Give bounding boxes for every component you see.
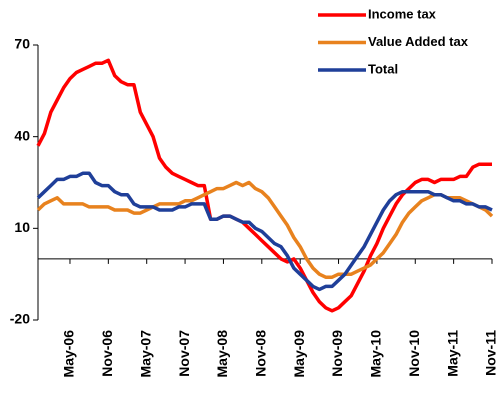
x-tick-label: Nov-06 [99,330,115,377]
series-line [36,58,492,313]
legend-label: Total [368,61,398,76]
x-tick-label: Nov-09 [329,330,345,377]
series-line [36,180,494,279]
x-tick-label: May-11 [444,330,460,377]
y-tick-label: 10 [14,219,30,235]
x-tick-label: May-06 [61,330,77,378]
x-tick-label: May-07 [137,330,153,378]
x-tick-label: May-08 [214,330,230,378]
x-tick-label: Nov-08 [253,330,269,377]
legend-label: Value Added tax [368,34,469,49]
y-tick-label: 40 [14,127,30,143]
series-line [36,171,493,292]
x-tick-label: Nov-11 [483,330,499,376]
legend-label: Income tax [368,6,437,21]
x-tick-label: May-10 [368,330,384,378]
x-tick-label: Nov-10 [406,330,422,377]
x-tick-label: Nov-07 [176,330,192,377]
y-tick-label: 70 [14,36,30,52]
y-tick-label: -20 [10,311,30,327]
x-tick-label: May-09 [291,330,307,378]
